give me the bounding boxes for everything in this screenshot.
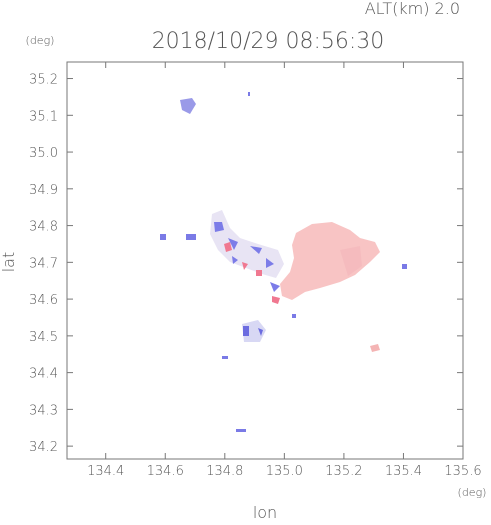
- plot-frame: [66, 61, 464, 460]
- x-tick-label: 134.4: [87, 464, 124, 479]
- echo: [340, 246, 362, 276]
- x-unit: (deg): [458, 486, 487, 499]
- echo: [243, 326, 263, 336]
- y-tick-label: 34.3: [29, 403, 58, 418]
- y-tick-label: 34.2: [29, 440, 58, 455]
- echo: [224, 242, 280, 304]
- y-tick-label: 35.0: [29, 146, 58, 161]
- x-axis-label: lon: [253, 503, 277, 521]
- echo: [214, 222, 280, 292]
- echo: [210, 210, 284, 278]
- y-tick-label: 35.1: [29, 109, 58, 124]
- echo: [370, 344, 380, 352]
- y-tick-label: 34.9: [29, 183, 58, 198]
- y-tick-label: 35.2: [29, 73, 58, 88]
- chart-title: 2018/10/29 08:56:30: [152, 29, 385, 54]
- y-tick-label: 34.4: [29, 367, 58, 382]
- x-tick-label: 135.4: [385, 464, 422, 479]
- altitude-label: ALT(km) 2.0: [365, 0, 460, 18]
- y-unit: (deg): [26, 34, 55, 47]
- y-tick-label: 34.6: [29, 293, 58, 308]
- echo: [280, 222, 380, 300]
- echo: [180, 98, 196, 114]
- x-tick-label: 134.6: [147, 464, 184, 479]
- radar-echoes: [160, 92, 407, 432]
- x-tick-label: 135.6: [444, 464, 481, 479]
- y-tick-label: 34.7: [29, 256, 58, 271]
- x-tick-label: 134.8: [206, 464, 243, 479]
- x-tick-label: 135.2: [325, 464, 362, 479]
- echo: [242, 320, 266, 342]
- x-tick-label: 135.0: [266, 464, 303, 479]
- y-tick-label: 34.8: [29, 220, 58, 235]
- y-axis-label: lat: [0, 252, 18, 273]
- y-tick-label: 34.5: [29, 330, 58, 345]
